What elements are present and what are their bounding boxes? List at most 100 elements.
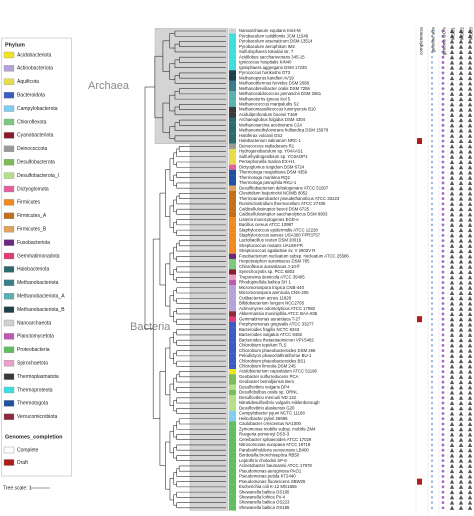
phylum-strip bbox=[229, 248, 236, 254]
leaf-label: Desulfovibrio vulgaris DP4 bbox=[239, 384, 290, 389]
leaf-label: Nitratidesulfovibrio vulgaris Hildenboro… bbox=[239, 400, 320, 405]
mod-marker bbox=[449, 379, 455, 385]
legend-swatch bbox=[3, 400, 15, 407]
mod-marker bbox=[458, 285, 464, 290]
leaf-label: Akkermansia muciniphila ATCC BAA-835 bbox=[239, 311, 318, 316]
size-dot bbox=[430, 491, 434, 494]
phylum-strip bbox=[229, 28, 236, 34]
mod-marker bbox=[467, 123, 473, 128]
column-header: MOD1 bbox=[451, 27, 456, 40]
leaf-label: Porphyromonas gingivalis ATCC 33277 bbox=[239, 322, 314, 327]
leaf-label: Campylobacter jejuni NCTC 11168 bbox=[239, 411, 305, 416]
size-dot bbox=[430, 234, 434, 237]
leaf-label: Methanothermus fervidus DSM 2088 bbox=[239, 81, 310, 86]
legend-label: Halobacteriota bbox=[17, 267, 49, 273]
legend-swatch bbox=[3, 306, 15, 313]
mod-marker bbox=[449, 217, 455, 222]
mod-marker bbox=[467, 369, 473, 374]
mod-marker bbox=[467, 149, 473, 154]
mod-marker bbox=[458, 107, 464, 112]
phylum-strip bbox=[229, 33, 236, 39]
leaf-label: Fusobacterium nucleatum subsp. nucleatum… bbox=[239, 253, 349, 258]
mod-marker bbox=[467, 437, 473, 442]
phylum-strip bbox=[229, 154, 236, 160]
mod-marker bbox=[458, 317, 464, 322]
mod-marker bbox=[449, 411, 455, 416]
phylum-strip bbox=[229, 59, 236, 66]
mod-marker bbox=[458, 343, 464, 348]
mod-marker bbox=[449, 353, 455, 358]
mod-marker bbox=[467, 49, 473, 54]
mod-marker bbox=[467, 91, 473, 96]
mod-marker bbox=[467, 248, 473, 254]
mod-marker bbox=[458, 159, 464, 164]
leaf-label: Chlorobium limicola DSM 245 bbox=[239, 364, 296, 369]
phylum-strip bbox=[229, 306, 236, 312]
mod-marker bbox=[458, 112, 464, 117]
mod-marker bbox=[449, 275, 455, 280]
size-dot bbox=[430, 29, 434, 33]
mod-marker bbox=[458, 201, 464, 206]
phylum-strip bbox=[229, 269, 236, 275]
mod-marker bbox=[449, 468, 455, 474]
gc-dot bbox=[441, 155, 445, 159]
legend-label: Firmicutes_B bbox=[17, 227, 47, 233]
phylum-strip bbox=[229, 138, 236, 144]
mod-marker bbox=[458, 180, 464, 185]
size-dot bbox=[430, 166, 434, 169]
phylum-strip bbox=[229, 358, 236, 364]
gc-dot bbox=[441, 139, 445, 143]
mod-marker bbox=[458, 280, 464, 285]
size-dot bbox=[430, 323, 434, 326]
gc-dot bbox=[441, 412, 445, 415]
size-dot bbox=[430, 218, 434, 221]
phylum-strip bbox=[229, 311, 236, 317]
phylum-strip bbox=[229, 196, 236, 202]
phylum-strip bbox=[229, 290, 236, 296]
mod-marker bbox=[467, 112, 473, 117]
size-dot bbox=[430, 428, 434, 431]
mod-marker bbox=[458, 379, 464, 385]
size-dot bbox=[430, 422, 434, 426]
mod-marker bbox=[467, 306, 473, 311]
gc-dot bbox=[441, 307, 445, 311]
gc-dot bbox=[441, 254, 445, 258]
legend-swatch bbox=[3, 185, 15, 193]
leaf-label: Nanoarchaeum equitans Kin4-M bbox=[239, 28, 301, 33]
mod-marker bbox=[458, 28, 464, 33]
phylum-strip bbox=[229, 75, 236, 81]
mod-marker bbox=[458, 70, 464, 75]
leaf-label: Pseudomonas aeruginosa PAO1 bbox=[239, 468, 302, 473]
mod-marker bbox=[449, 254, 455, 259]
phylum-strip bbox=[229, 164, 236, 170]
mod-marker bbox=[458, 217, 464, 222]
leaf-label: Gemmatimonas aurantiaca T-27 bbox=[239, 316, 301, 321]
size-dot bbox=[430, 365, 434, 368]
phylum-strip bbox=[229, 148, 236, 155]
leaf-label: Methanomethylovorans hollandica DSM 1597… bbox=[239, 128, 329, 133]
mod-marker bbox=[467, 348, 473, 353]
gc-dot bbox=[441, 328, 445, 332]
size-dot bbox=[430, 150, 434, 153]
legend-label: Draft bbox=[17, 460, 28, 466]
leaf-label: Methanobrevibacter oralis DSM 7256 bbox=[239, 86, 311, 91]
size-dot bbox=[430, 396, 434, 399]
gc-dot bbox=[441, 433, 445, 436]
size-dot bbox=[430, 239, 434, 242]
legend-label: Methanobacteriota bbox=[17, 280, 59, 286]
mod-marker bbox=[458, 421, 464, 426]
mod-marker bbox=[449, 416, 455, 421]
mod-marker bbox=[458, 479, 464, 484]
mod-marker bbox=[458, 442, 464, 447]
leaf-label: Ignicoccus hospitalis KIN4/I bbox=[239, 60, 292, 65]
phylum-strip bbox=[229, 342, 236, 349]
mod-marker bbox=[458, 39, 464, 44]
mod-marker bbox=[449, 442, 455, 447]
mod-marker bbox=[458, 133, 464, 138]
mod-marker bbox=[458, 175, 464, 180]
phylum-strip bbox=[229, 264, 236, 270]
legend-label: Chloroflexota bbox=[17, 119, 47, 125]
mod-marker bbox=[449, 489, 455, 495]
mod-marker bbox=[467, 264, 473, 269]
size-dot bbox=[430, 98, 434, 101]
